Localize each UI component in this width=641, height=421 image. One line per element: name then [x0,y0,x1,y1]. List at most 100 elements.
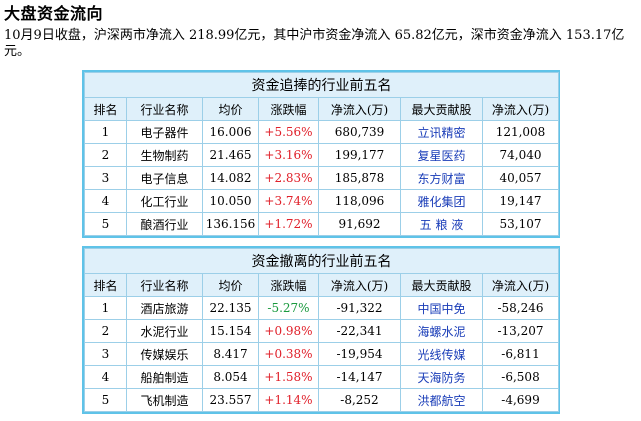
change-percent-cell: +1.58% [258,365,319,389]
average-price-cell: 8.417 [202,342,259,366]
change-percent-cell: +1.72% [258,212,319,236]
net-inflow-cell: 118,096 [318,189,401,213]
column-header: 涨跌幅 [258,97,319,121]
change-percent-cell: +5.56% [258,120,319,144]
industry-name-cell: 船舶制造 [126,365,203,389]
stock-net-inflow-cell: 19,147 [481,189,560,213]
column-header: 均价 [202,273,259,297]
rank-cell: 2 [84,143,127,167]
table-row: 5 飞机制造 23.557 +1.14% -8,252 洪都航空 -4,699 [84,388,560,412]
column-header: 净流入(万) [481,273,560,297]
average-price-cell: 21.465 [202,143,259,167]
top-contributor-stock-link[interactable]: 洪都航空 [400,388,483,412]
industry-name-cell: 飞机制造 [126,388,203,412]
outflow-header-row: 排名 行业名称 均价 涨跌幅 净流入(万) 最大贡献股 净流入(万) [84,273,560,297]
rank-cell: 2 [84,319,127,343]
net-inflow-cell: -8,252 [318,388,401,412]
net-inflow-cell: -19,954 [318,342,401,366]
top-contributor-stock-link[interactable]: 复星医药 [400,143,483,167]
column-header: 均价 [202,97,259,121]
top-contributor-stock-link[interactable]: 立讯精密 [400,120,483,144]
stock-net-inflow-cell: -58,246 [481,296,560,320]
table-row: 2 水泥行业 15.154 +0.98% -22,341 海螺水泥 -13,207 [84,319,560,343]
top-contributor-stock-link[interactable]: 雅化集团 [400,189,483,213]
industry-name-cell: 化工行业 [126,189,203,213]
page-heading: 大盘资金流向 [4,4,104,23]
average-price-cell: 8.054 [202,365,259,389]
change-percent-cell: +0.38% [258,342,319,366]
table-row: 4 化工行业 10.050 +3.74% 118,096 雅化集团 19,147 [84,189,560,213]
outflow-table-title: 资金撤离的行业前五名 [83,248,560,274]
rank-cell: 5 [84,388,127,412]
stock-net-inflow-cell: -13,207 [481,319,560,343]
table-row: 3 电子信息 14.082 +2.83% 185,878 东方财富 40,057 [84,166,560,190]
change-percent-cell: -5.27% [258,296,319,320]
table-row: 5 酿酒行业 136.156 +1.72% 91,692 五 粮 液 53,107 [84,212,560,236]
stock-net-inflow-cell: -4,699 [481,388,560,412]
column-header: 净流入(万) [318,97,401,121]
market-summary: 10月9日收盘，沪深两市净流入 218.99亿元，其中沪市资金净流入 65.82… [4,28,625,59]
net-inflow-cell: 185,878 [318,166,401,190]
stock-net-inflow-cell: -6,811 [481,342,560,366]
average-price-cell: 22.135 [202,296,259,320]
outflow-table: 资金撤离的行业前五名 排名 行业名称 均价 涨跌幅 净流入(万) 最大贡献股 净… [82,246,560,414]
column-header: 排名 [84,97,127,121]
column-header: 行业名称 [126,97,203,121]
change-percent-cell: +3.74% [258,189,319,213]
average-price-cell: 10.050 [202,189,259,213]
table-row: 4 船舶制造 8.054 +1.58% -14,147 天海防务 -6,508 [84,365,560,389]
industry-name-cell: 电子器件 [126,120,203,144]
change-percent-cell: +1.14% [258,388,319,412]
rank-cell: 3 [84,342,127,366]
column-header: 行业名称 [126,273,203,297]
change-percent-cell: +0.98% [258,319,319,343]
column-header: 净流入(万) [481,97,560,121]
outflow-table-body: 资金撤离的行业前五名 排名 行业名称 均价 涨跌幅 净流入(万) 最大贡献股 净… [83,248,560,412]
net-inflow-cell: -22,341 [318,319,401,343]
average-price-cell: 23.557 [202,388,259,412]
table-row: 3 传媒娱乐 8.417 +0.38% -19,954 光线传媒 -6,811 [84,342,560,366]
column-header: 最大贡献股 [400,97,483,121]
industry-name-cell: 酿酒行业 [126,212,203,236]
stock-net-inflow-cell: 74,040 [481,143,560,167]
stock-net-inflow-cell: 53,107 [481,212,560,236]
top-contributor-stock-link[interactable]: 天海防务 [400,365,483,389]
industry-name-cell: 水泥行业 [126,319,203,343]
table-row: 1 酒店旅游 22.135 -5.27% -91,322 中国中免 -58,246 [84,296,560,320]
rank-cell: 4 [84,365,127,389]
average-price-cell: 136.156 [202,212,259,236]
column-header: 净流入(万) [318,273,401,297]
column-header: 最大贡献股 [400,273,483,297]
stock-net-inflow-cell: -6,508 [481,365,560,389]
top-contributor-stock-link[interactable]: 五 粮 液 [400,212,483,236]
rank-cell: 5 [84,212,127,236]
inflow-header-row: 排名 行业名称 均价 涨跌幅 净流入(万) 最大贡献股 净流入(万) [84,97,560,121]
top-contributor-stock-link[interactable]: 光线传媒 [400,342,483,366]
rank-cell: 1 [84,120,127,144]
top-contributor-stock-link[interactable]: 海螺水泥 [400,319,483,343]
rank-cell: 4 [84,189,127,213]
net-inflow-cell: -14,147 [318,365,401,389]
industry-name-cell: 传媒娱乐 [126,342,203,366]
column-header: 涨跌幅 [258,273,319,297]
table-row: 1 电子器件 16.006 +5.56% 680,739 立讯精密 121,008 [84,120,560,144]
table-row: 2 生物制药 21.465 +3.16% 199,177 复星医药 74,040 [84,143,560,167]
industry-name-cell: 酒店旅游 [126,296,203,320]
net-inflow-cell: 91,692 [318,212,401,236]
top-contributor-stock-link[interactable]: 东方财富 [400,166,483,190]
column-header: 排名 [84,273,127,297]
industry-name-cell: 生物制药 [126,143,203,167]
industry-name-cell: 电子信息 [126,166,203,190]
change-percent-cell: +3.16% [258,143,319,167]
change-percent-cell: +2.83% [258,166,319,190]
net-inflow-cell: -91,322 [318,296,401,320]
average-price-cell: 14.082 [202,166,259,190]
rank-cell: 3 [84,166,127,190]
stock-net-inflow-cell: 121,008 [481,120,560,144]
top-contributor-stock-link[interactable]: 中国中免 [400,296,483,320]
inflow-table: 资金追捧的行业前五名 排名 行业名称 均价 涨跌幅 净流入(万) 最大贡献股 净… [82,70,560,238]
net-inflow-cell: 199,177 [318,143,401,167]
stock-net-inflow-cell: 40,057 [481,166,560,190]
average-price-cell: 15.154 [202,319,259,343]
average-price-cell: 16.006 [202,120,259,144]
